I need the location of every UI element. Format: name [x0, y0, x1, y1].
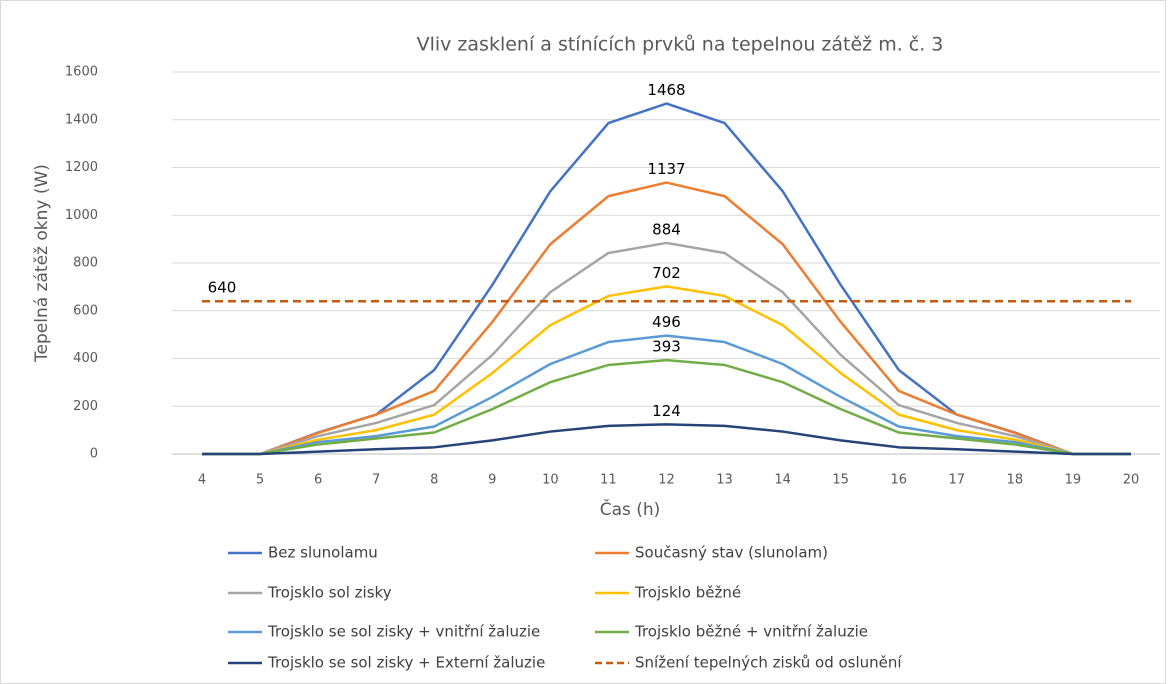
series-line [202, 285, 1131, 456]
data-label: 640 [208, 279, 237, 297]
legend-label: Trojsklo se sol zisky + vnitřní žaluzie [267, 623, 540, 641]
legend-label: Trojsklo běžné [634, 584, 741, 602]
data-label: 1137 [647, 160, 685, 178]
y-tick-label: 400 [73, 351, 98, 366]
y-tick-label: 1600 [65, 65, 98, 80]
x-tick-label: 8 [430, 473, 438, 488]
y-tick-label: 1000 [65, 208, 98, 223]
data-label: 702 [652, 264, 681, 282]
y-tick-label: 0 [90, 447, 98, 462]
data-label: 496 [652, 313, 681, 331]
x-tick-label: 5 [256, 473, 264, 488]
x-tick-label: 10 [542, 473, 559, 488]
data-label: 884 [652, 220, 681, 238]
legend-label: Snížení tepelných zisků od oslunění [635, 654, 902, 672]
x-tick-label: 6 [314, 473, 322, 488]
y-tick-label: 1200 [65, 160, 98, 175]
y-tick-label: 200 [73, 399, 98, 414]
data-label: 1468 [647, 81, 685, 99]
legend-label: Trojsklo se sol zisky + Externí žaluzie [267, 654, 545, 672]
y-tick-label: 600 [73, 303, 98, 318]
legend-label: Bez slunolamu [268, 544, 378, 562]
legend-label: Současný stav (slunolam) [635, 544, 828, 562]
x-tick-label: 18 [1007, 473, 1024, 488]
x-tick-label: 17 [949, 473, 966, 488]
y-tick-label: 800 [73, 256, 98, 271]
series-line [202, 241, 1131, 456]
legend-label: Trojsklo sol zisky [267, 584, 392, 602]
x-tick-label: 9 [488, 473, 496, 488]
series-line [202, 181, 1131, 456]
x-tick-label: 15 [832, 473, 849, 488]
data-label: 124 [652, 402, 681, 420]
legend-label: Trojsklo běžné + vnitřní žaluzie [634, 623, 868, 641]
x-tick-label: 7 [372, 473, 380, 488]
y-axis-label: Tepelná zátěž okny (W) [32, 164, 52, 363]
x-tick-label: 16 [890, 473, 907, 488]
x-tick-label: 20 [1123, 473, 1140, 488]
x-tick-label: 12 [658, 473, 675, 488]
chart-title: Vliv zasklení a stínících prvků na tepel… [417, 34, 944, 56]
data-label: 393 [652, 338, 681, 356]
y-tick-label: 1400 [65, 112, 98, 127]
x-tick-label: 4 [198, 473, 206, 488]
series-line [202, 358, 1131, 456]
x-tick-label: 14 [774, 473, 791, 488]
x-tick-label: 13 [716, 473, 733, 488]
x-tick-label: 19 [1065, 473, 1082, 488]
x-axis-label: Čas (h) [600, 498, 661, 520]
series-line [202, 334, 1131, 456]
series-line [202, 423, 1131, 456]
x-tick-label: 11 [600, 473, 617, 488]
